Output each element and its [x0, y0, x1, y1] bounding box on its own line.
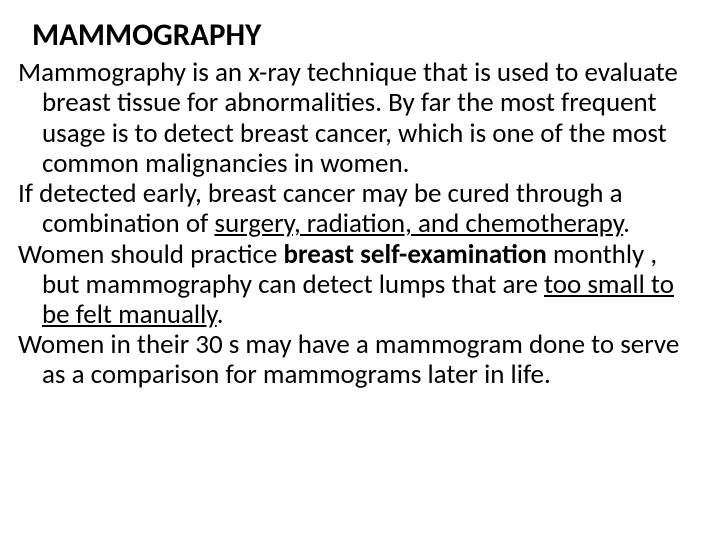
- text-run: .: [623, 207, 630, 240]
- slide-title: MAMMOGRAPHY: [32, 18, 698, 52]
- text-run: Mammography is an x-ray technique that i…: [18, 56, 678, 180]
- slide-body: Mammography is an x-ray technique that i…: [18, 58, 698, 391]
- body-paragraph: Women in their 30 s may have a mammogram…: [18, 330, 698, 390]
- body-paragraph: If detected early, breast cancer may be …: [18, 179, 698, 239]
- slide: MAMMOGRAPHY Mammography is an x-ray tech…: [0, 0, 720, 540]
- text-run: Women should practice: [18, 238, 283, 271]
- text-run: .: [217, 298, 224, 331]
- body-paragraph: Women should practice breast self-examin…: [18, 240, 698, 331]
- text-run: Women in their 30 s may have a mammogram…: [18, 328, 679, 391]
- body-paragraph: Mammography is an x-ray technique that i…: [18, 58, 698, 179]
- text-run: surgery, radiation, and chemotherapy: [214, 207, 623, 240]
- text-run: breast self-examination: [283, 238, 546, 271]
